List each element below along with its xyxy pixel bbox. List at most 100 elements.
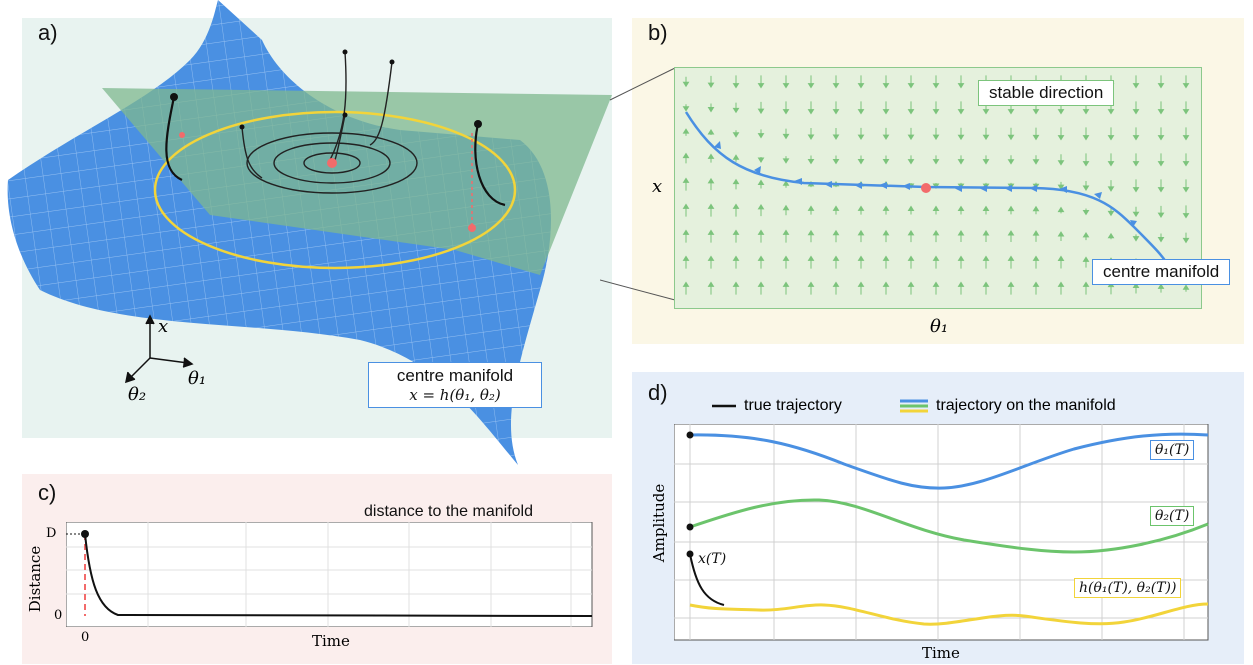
vector-arrowhead (1082, 135, 1090, 141)
vector-arrowhead (932, 255, 940, 261)
panel-c-chart (66, 522, 593, 627)
axes-indicator (125, 314, 194, 384)
vector-arrowhead (732, 107, 740, 114)
vector-arrowhead (782, 281, 790, 287)
vector-arrowhead (707, 203, 715, 209)
vector-arrowhead (757, 203, 765, 210)
x-curve (689, 553, 725, 606)
vector-arrowhead (732, 132, 740, 138)
vector-arrowhead (707, 229, 715, 235)
centre-manifold-formula: x = h(θ₁, θ₂) (409, 386, 501, 404)
vector-arrowhead (732, 203, 740, 209)
vector-arrowhead (882, 205, 890, 211)
vector-arrowhead (782, 255, 790, 261)
vector-arrowhead (757, 133, 765, 139)
tag-h: h(θ₁(T), θ₂(T)) (1074, 578, 1182, 598)
vector-arrowhead (857, 205, 865, 211)
vector-arrowhead (757, 83, 765, 89)
vector-arrowhead (732, 281, 740, 287)
vector-arrowhead (957, 281, 965, 287)
vector-arrowhead (1032, 134, 1040, 141)
vector-arrowhead (982, 134, 990, 141)
vector-arrowhead (1007, 134, 1015, 141)
vector-arrowhead (1007, 159, 1015, 165)
vector-arrowhead (932, 229, 940, 236)
vector-arrowhead (907, 205, 915, 211)
vector-arrowhead (782, 180, 790, 186)
panel-c-ytick-bottom: 0 (54, 608, 63, 623)
vector-arrowhead (832, 229, 840, 236)
vector-arrowhead (807, 158, 815, 165)
vector-arrowhead (1157, 135, 1165, 141)
vector-arrowhead (882, 229, 890, 236)
trajectory-left (165, 96, 183, 182)
centre-manifold-title: centre manifold (396, 366, 514, 385)
vector-arrowhead (682, 203, 690, 209)
vector-arrowhead (1132, 187, 1140, 193)
invariant-torus-curve (153, 110, 517, 270)
tag-theta2: θ₂(T) (1150, 506, 1195, 526)
stable-direction-box: stable direction (978, 80, 1115, 106)
vector-arrowhead (957, 230, 965, 236)
theta2-curve (689, 498, 1209, 554)
vector-arrowhead (682, 255, 690, 261)
panel-c-ytick-top: D (46, 526, 57, 541)
vector-arrowhead (1157, 237, 1165, 243)
vector-arrowhead (682, 177, 690, 183)
vector-arrowhead (957, 255, 965, 261)
vector-arrowhead (832, 109, 840, 115)
vector-arrowhead (957, 159, 965, 165)
vector-arrowhead (732, 255, 740, 261)
vector-arrowhead (757, 281, 765, 287)
panel-d-legend-marks (712, 399, 928, 413)
vector-arrowhead (1007, 109, 1015, 115)
vector-arrowhead (1057, 281, 1065, 287)
vector-arrowhead (707, 82, 715, 89)
vector-arrowhead (1007, 230, 1015, 236)
vector-arrowhead (707, 129, 715, 135)
vector-arrowhead (832, 83, 840, 89)
vector-arrowhead (757, 255, 765, 261)
vector-arrowhead (982, 281, 990, 287)
trajectory-start-points (170, 49, 482, 130)
vector-arrowhead (1182, 237, 1190, 244)
vector-arrowhead (1032, 230, 1040, 236)
vector-arrowhead (907, 159, 915, 165)
vector-arrowhead (1182, 109, 1190, 115)
panel-c-label: c) (38, 480, 57, 505)
vector-arrowhead (882, 109, 890, 115)
panel-c-ylabel: Distance (26, 545, 45, 613)
vector-arrowhead (907, 134, 915, 141)
panel-b-ylabel: x (652, 176, 663, 197)
panel-d-xlabel: Time (922, 644, 960, 662)
theta1-curve (689, 432, 1209, 490)
vector-arrowhead (982, 205, 990, 212)
panel-c-legend: distance to the manifold (364, 503, 533, 520)
vector-arrowhead (1182, 284, 1190, 290)
vector-arrowhead (1007, 255, 1015, 261)
vector-arrowhead (1107, 186, 1115, 192)
vector-arrowhead (807, 281, 815, 287)
vector-arrowhead (1032, 281, 1040, 287)
vector-arrowhead (1082, 161, 1090, 167)
vector-arrowhead (1057, 184, 1065, 191)
vector-arrowhead (782, 133, 790, 140)
fixed-point (921, 183, 931, 193)
vector-arrowhead (807, 83, 815, 89)
vector-arrowhead (1132, 109, 1140, 115)
panel-b-label: b) (648, 20, 668, 45)
vector-arrowhead (1032, 205, 1040, 212)
vector-arrowhead (1157, 83, 1165, 89)
vector-arrowhead (807, 205, 815, 211)
vector-arrowhead (1082, 109, 1090, 115)
vector-arrowhead (832, 158, 840, 165)
vector-arrowhead (1182, 83, 1190, 89)
vector-arrowhead (907, 255, 915, 261)
vector-arrowhead (1057, 231, 1065, 237)
vector-arrowhead (707, 177, 715, 184)
vector-arrowhead (1082, 209, 1090, 216)
vector-arrowhead (682, 229, 690, 235)
vector-arrowhead (1107, 232, 1115, 239)
vector-arrowhead (1132, 282, 1140, 289)
centre-manifold-box-a: centre manifold x = h(θ₁, θ₂) (368, 362, 542, 408)
